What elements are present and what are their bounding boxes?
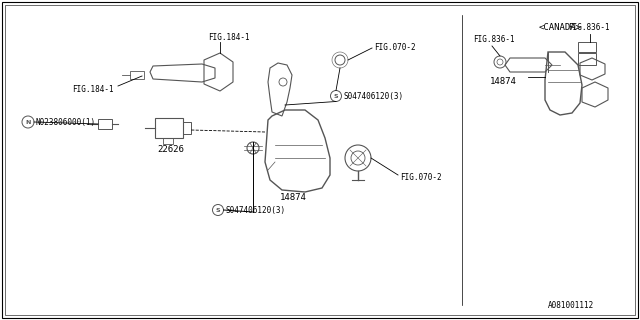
Text: N: N [26,119,31,124]
Text: 14874: 14874 [490,77,517,86]
Text: S047406120(3): S047406120(3) [226,205,286,214]
Bar [578,53,596,65]
Text: N023806000(1): N023806000(1) [36,117,96,126]
Bar [98,119,112,129]
Bar [155,118,183,138]
Text: FIG.070-2: FIG.070-2 [400,172,442,181]
Text: S047406120(3): S047406120(3) [343,92,403,100]
Bar [163,138,173,144]
Text: <CANADA>: <CANADA> [538,23,582,33]
Bar [578,42,596,52]
Bar [130,71,144,79]
Text: 14874: 14874 [280,194,307,203]
Text: S: S [216,207,220,212]
Text: FIG.070-2: FIG.070-2 [374,44,415,52]
Text: FIG.184-1: FIG.184-1 [72,85,114,94]
Text: S: S [333,93,339,99]
Bar [183,122,191,134]
Text: A081001112: A081001112 [548,301,595,310]
Text: FIG.184-1: FIG.184-1 [208,33,250,42]
Text: 22626: 22626 [157,146,184,155]
Text: FIG.836-1: FIG.836-1 [473,36,515,44]
Text: FIG.836-1: FIG.836-1 [568,23,610,33]
